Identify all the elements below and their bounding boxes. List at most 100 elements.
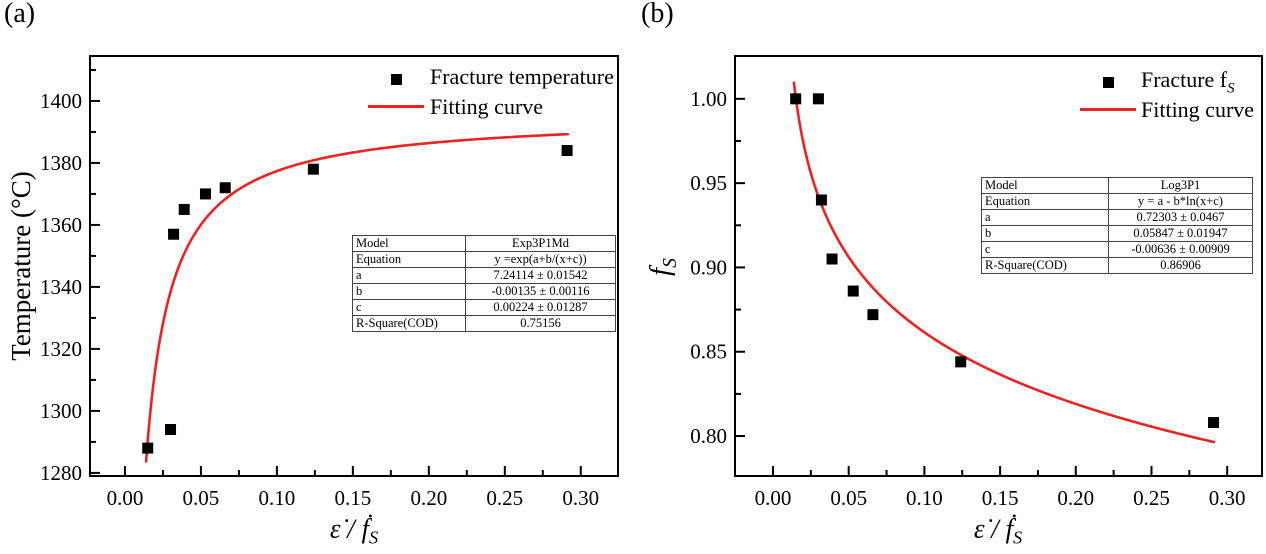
x-tick-label: 0.15 bbox=[334, 486, 371, 510]
y-tick-label: 0.80 bbox=[690, 424, 727, 448]
x-tick-label: 0.05 bbox=[183, 486, 220, 510]
legend-label: Fitting curve bbox=[1141, 96, 1255, 122]
table-cell-value: -0.00135 ± 0.00116 bbox=[465, 283, 616, 300]
square-marker-icon bbox=[390, 74, 402, 85]
data-point-marker bbox=[826, 253, 838, 265]
table-cell-value: Log3P1 bbox=[1108, 177, 1253, 194]
y-tick-label: 1280 bbox=[40, 461, 82, 485]
legend-label-text: Fracture f bbox=[1141, 67, 1228, 93]
table-cell-label: R-Square(COD) bbox=[981, 257, 1109, 274]
line-swatch bbox=[366, 105, 426, 108]
x-tick-label: 0.15 bbox=[982, 486, 1019, 510]
data-point-marker bbox=[1208, 417, 1220, 429]
table-cell-value: -0.00636 ± 0.00909 bbox=[1108, 241, 1253, 258]
data-point-marker bbox=[815, 194, 827, 206]
scatter-marker-swatch bbox=[1079, 77, 1137, 88]
panel-a-tag: (a) bbox=[4, 0, 36, 29]
red-line-icon bbox=[1080, 108, 1136, 111]
legend-label: Fracture temperature bbox=[430, 64, 614, 94]
table-row: Model Exp3P1Md bbox=[352, 235, 616, 252]
y-tick-label: 1320 bbox=[40, 337, 82, 361]
legend-label-sub: S bbox=[1227, 80, 1235, 97]
y-tick-label: 1300 bbox=[40, 399, 82, 423]
x-tick-label: 0.25 bbox=[486, 486, 523, 510]
data-point-marker bbox=[790, 93, 802, 105]
fit-curve bbox=[144, 132, 570, 463]
panel-a-x-axis-title-sub: S bbox=[368, 527, 379, 548]
plot-border bbox=[89, 55, 619, 477]
data-point-marker bbox=[168, 228, 180, 240]
table-cell-label: R-Square(COD) bbox=[352, 315, 466, 332]
table-cell-label: a bbox=[352, 267, 466, 284]
table-cell-label: b bbox=[981, 225, 1109, 242]
table-cell-label: b bbox=[352, 283, 466, 300]
legend-item-fitting-curve: Fitting curve bbox=[366, 93, 614, 120]
legend-label: Fracture fS bbox=[1141, 67, 1235, 97]
table-cell-value: y = a - b*ln(x+c) bbox=[1108, 193, 1253, 210]
panel-b-tag: (b) bbox=[641, 0, 674, 29]
table-cell-label: Equation bbox=[352, 251, 466, 268]
table-row: Equation y =exp(a+b/(x+c)) bbox=[352, 251, 616, 268]
panel-b-legend: Fracture fS Fitting curve bbox=[1079, 67, 1254, 123]
y-tick-label: 1380 bbox=[40, 151, 82, 175]
data-point-marker bbox=[219, 182, 231, 194]
table-row: a 0.72303 ± 0.0467 bbox=[981, 209, 1253, 226]
data-point-marker bbox=[955, 356, 967, 368]
plot-border bbox=[734, 55, 1263, 477]
y-tick-label: 1340 bbox=[40, 275, 82, 299]
table-row: a 7.24114 ± 0.01542 bbox=[352, 267, 616, 284]
legend-label-text: Fracture temperature bbox=[430, 64, 614, 90]
x-tick-label: 0.05 bbox=[830, 486, 867, 510]
table-cell-label: Model bbox=[981, 177, 1109, 194]
panel-a-y-axis-title: Temperature (°C) bbox=[6, 171, 42, 361]
table-cell-label: a bbox=[981, 209, 1109, 226]
data-point-marker bbox=[561, 145, 573, 157]
data-point-marker bbox=[812, 93, 824, 105]
square-marker-icon bbox=[1102, 77, 1114, 88]
panel-a-x-axis-title-text: ε̇ / ḟ bbox=[329, 513, 369, 544]
y-tick-label: 1.00 bbox=[690, 87, 727, 111]
panel-a-x-axis-title: ε̇ / ḟS bbox=[330, 513, 378, 548]
table-row: R-Square(COD) 0.75156 bbox=[352, 315, 616, 332]
table-row: b 0.05847 ± 0.01947 bbox=[981, 225, 1253, 242]
x-tick-label: 0.30 bbox=[1209, 486, 1246, 510]
x-tick-label: 0.20 bbox=[1057, 486, 1094, 510]
data-point-marker bbox=[867, 309, 879, 321]
legend-item-fracture-fs: Fracture fS bbox=[1079, 67, 1254, 97]
y-tick-label: 0.85 bbox=[690, 340, 727, 364]
table-row: b -0.00135 ± 0.00116 bbox=[352, 283, 616, 300]
scatter-marker-swatch bbox=[366, 74, 426, 85]
x-tick-label: 0.00 bbox=[755, 486, 792, 510]
data-point-marker bbox=[178, 203, 190, 215]
table-cell-value: Exp3P1Md bbox=[465, 235, 616, 252]
data-point-marker bbox=[307, 163, 319, 175]
table-cell-label: c bbox=[981, 241, 1109, 258]
y-tick-label: 1360 bbox=[40, 213, 82, 237]
table-cell-value: y =exp(a+b/(x+c)) bbox=[465, 251, 616, 268]
fit-curve bbox=[792, 81, 1216, 444]
red-line-icon bbox=[368, 105, 424, 108]
y-tick-label: 0.95 bbox=[690, 171, 727, 195]
table-cell-label: Equation bbox=[981, 193, 1109, 210]
panel-a-legend: Fracture temperature Fitting curve bbox=[366, 64, 614, 120]
data-point-marker bbox=[142, 442, 154, 454]
panel-b-y-axis-title-sub: S bbox=[658, 258, 681, 268]
fit-stats-table-b: Model Log3P1 Equation y = a - b*ln(x+c) … bbox=[981, 177, 1253, 274]
legend-item-fitting-curve: Fitting curve bbox=[1079, 96, 1254, 123]
line-swatch bbox=[1079, 108, 1137, 111]
data-point-marker bbox=[199, 188, 211, 200]
table-cell-value: 0.86906 bbox=[1108, 257, 1253, 274]
panel-b-x-axis-title: ε̇ / ḟS bbox=[974, 513, 1022, 548]
table-row: c -0.00636 ± 0.00909 bbox=[981, 241, 1253, 258]
table-row: Model Log3P1 bbox=[981, 177, 1253, 194]
table-cell-value: 0.72303 ± 0.0467 bbox=[1108, 209, 1253, 226]
table-cell-value: 0.75156 bbox=[465, 315, 616, 332]
data-point-marker bbox=[847, 285, 859, 297]
panel-a-y-axis-title-text: Temperature (°C) bbox=[5, 171, 36, 361]
y-tick-label: 0.90 bbox=[690, 255, 727, 279]
panel-b-y-axis-title: fS bbox=[644, 258, 682, 276]
y-tick-label: 1400 bbox=[40, 89, 82, 113]
legend-item-fracture-temperature: Fracture temperature bbox=[366, 64, 614, 94]
